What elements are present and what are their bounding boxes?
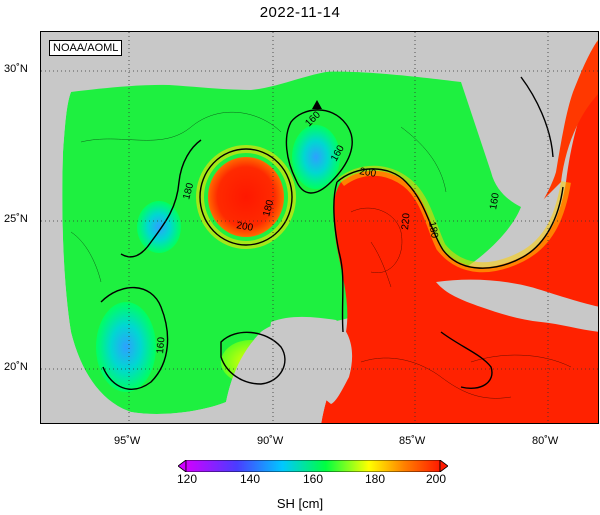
lat-label-25n: 25˚N: [4, 213, 28, 225]
colorbar-tick: 140: [240, 472, 261, 486]
cool-eddy-3: [96, 302, 156, 392]
map-title: 2022-11-14: [259, 4, 341, 21]
mexico-land: [41, 91, 346, 423]
cuba-land: [436, 279, 598, 332]
credit-label: NOAA/AOML: [49, 40, 123, 56]
contour-label: 160: [155, 336, 167, 354]
contour-label: 200: [358, 166, 377, 180]
colorbar-label: SH [cm]: [276, 496, 324, 511]
yucatan-land: [270, 316, 353, 404]
contours: [100, 76, 564, 390]
lon-label-85w: 85˚W: [399, 435, 426, 447]
graticule: [41, 32, 598, 423]
lon-label-95w: 95˚W: [114, 435, 141, 447]
gulf-water: [62, 71, 522, 414]
cool-eddy-1: [292, 125, 340, 189]
contour-label: 180: [426, 221, 440, 240]
contour-label: 200: [235, 220, 254, 234]
contour-label: 220: [400, 212, 412, 230]
sea-height-map: 160 160 160 160 180 180 180 200 200 220: [40, 31, 599, 424]
contour-label: 180: [261, 198, 276, 217]
warm-eddy: [208, 157, 284, 237]
loop-current: [321, 75, 598, 423]
lat-label-20n: 20˚N: [4, 361, 28, 373]
map-canvas: 160 160 160 160 180 180 180 200 200 220: [41, 32, 598, 423]
contour-label: 180: [181, 181, 196, 200]
lat-label-30n: 30˚N: [4, 63, 28, 75]
florida-land: [456, 32, 598, 212]
contour-label: 160: [488, 192, 502, 211]
colorbar-tick: 200: [426, 472, 447, 486]
colorbar-tick: 180: [365, 472, 386, 486]
cool-eddy-2: [137, 201, 181, 253]
lon-label-80w: 80˚W: [532, 435, 559, 447]
buoy-marker-icon: [312, 100, 322, 109]
colorbar: [177, 459, 449, 473]
lon-label-90w: 90˚W: [257, 435, 284, 447]
colorbar-tick: 160: [303, 472, 324, 486]
colorbar-tick: 120: [177, 472, 198, 486]
